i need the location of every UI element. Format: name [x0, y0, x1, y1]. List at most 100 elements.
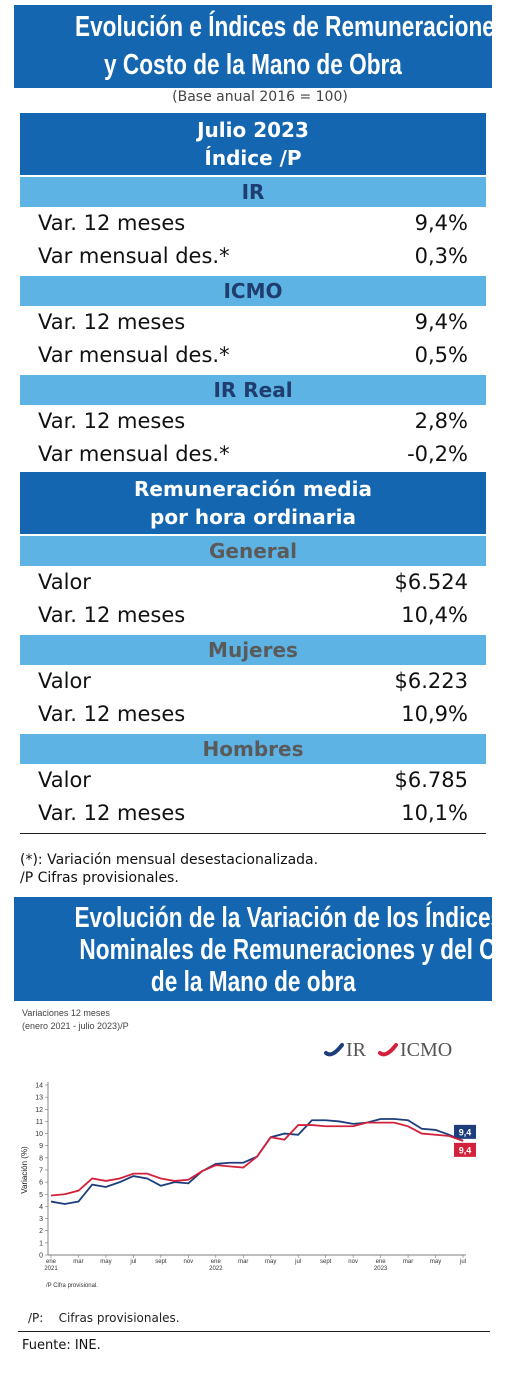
- row-value: 9,4%: [414, 310, 468, 334]
- section-label: IR: [20, 177, 486, 207]
- section: ICMO Var. 12 meses 9,4% Var mensual des.* 0,…: [20, 276, 486, 372]
- legend-swatch: [378, 1043, 398, 1057]
- chart-title: de la Mano de obra: [150, 966, 356, 998]
- table-row: Var. 12 meses 10,4%: [20, 599, 486, 632]
- y-tick-label: 10: [35, 1131, 43, 1138]
- y-tick-label: 14: [35, 1083, 43, 1090]
- table-row: Var mensual des.* 0,3%: [20, 240, 486, 273]
- subtitle: (Base anual 2016 = 100): [172, 89, 348, 105]
- section-label: Hombres: [20, 734, 486, 764]
- section-label: ICMO: [20, 276, 486, 306]
- wage-table: Remuneración media por hora ordinaria Gene…: [20, 472, 486, 834]
- row-value: -0,2%: [407, 442, 468, 466]
- row-label: Valor: [38, 768, 91, 792]
- table-row: Var. 12 meses 9,4%: [20, 207, 486, 240]
- heading-line: Índice /P: [204, 146, 302, 170]
- section-label: Mujeres: [20, 635, 486, 665]
- value-label: 9,4: [459, 1145, 472, 1155]
- x-tick-label: mar: [238, 1259, 249, 1265]
- chart-title: Nominales de Remuneraciones y del Costo: [79, 934, 520, 966]
- chart-small-note: /P Cifra provisional.: [46, 1283, 98, 1289]
- y-tick-label: 0: [39, 1253, 43, 1260]
- header: Evolución e Índices de Remuneraciones y …: [14, 5, 507, 88]
- x-tick-label: ene 2022: [209, 1259, 223, 1272]
- value-label-box: [454, 1142, 476, 1157]
- section-label: IR Real: [20, 375, 486, 405]
- x-tick-label: may: [100, 1259, 112, 1265]
- row-label: Valor: [38, 570, 91, 594]
- section: IR Real Var. 12 meses 2,8% Var mensual des.…: [20, 375, 486, 471]
- x-tick-label: jul: [295, 1259, 302, 1265]
- footnote: /P Cifras provisionales.: [20, 870, 179, 886]
- title-line: Evolución de la Variación de los Índices: [14, 902, 503, 934]
- y-tick-label: 9: [39, 1143, 43, 1150]
- y-axis-label: Variación (%): [20, 1146, 29, 1194]
- table-row: Var. 12 meses 9,4%: [20, 306, 486, 339]
- y-tick-label: 3: [39, 1216, 43, 1223]
- y-tick-label: 8: [39, 1155, 43, 1162]
- table-row: Var mensual des.* -0,2%: [20, 438, 486, 471]
- y-tick-label: 1: [39, 1240, 43, 1247]
- row-label: Var. 12 meses: [38, 409, 186, 433]
- x-labels: ene 2021 mar may jul sept nov ene 2022 mar may ju…: [0, 1005, 520, 1300]
- row-value: 0,5%: [414, 343, 468, 367]
- y-tick-label: 11: [36, 1119, 43, 1126]
- footnotes: (*): Variación mensual desestacionalizad…: [20, 851, 318, 887]
- value-label-box: [454, 1124, 476, 1139]
- table-row: Var mensual des.* 0,5%: [20, 339, 486, 372]
- row-label: Var. 12 meses: [38, 702, 186, 726]
- footnote: (*): Variación mensual desestacionalizad…: [20, 852, 319, 868]
- row-value: $6.524: [394, 570, 468, 594]
- y-tick-label: 4: [39, 1204, 43, 1211]
- y-tick-label: 7: [39, 1168, 43, 1175]
- x-tick-label: sept: [155, 1259, 167, 1265]
- row-value: 10,4%: [401, 603, 468, 627]
- x-tick-label: jul: [459, 1259, 466, 1265]
- x-tick-label: mar: [402, 1259, 414, 1265]
- table-row: Valor $6.524: [20, 566, 486, 599]
- table-heading: Remuneración media por hora ordinaria: [20, 472, 486, 534]
- section: General Valor $6.524 Var. 12 meses 10,4%: [20, 536, 486, 632]
- row-label: Var mensual des.*: [38, 244, 230, 268]
- legend-label: ICMO: [400, 1039, 452, 1061]
- row-value: 10,1%: [401, 801, 468, 825]
- title-line: de la Mano de obra: [14, 966, 492, 998]
- line: [50, 1121, 464, 1197]
- table-row: Valor $6.223: [20, 665, 486, 698]
- legend-swatch: [324, 1043, 344, 1057]
- table-row: Var. 12 meses 2,8%: [20, 405, 486, 438]
- x-tick-label: nov: [183, 1259, 194, 1265]
- row-value: $6.785: [394, 768, 468, 792]
- row-value: $6.223: [394, 669, 468, 693]
- row-label: Valor: [38, 669, 91, 693]
- x-tick-label: ene 2021: [44, 1259, 58, 1272]
- section: Mujeres Valor $6.223 Var. 12 meses 10,9%: [20, 635, 486, 731]
- row-label: Var. 12 meses: [38, 801, 186, 825]
- section: IR Var. 12 meses 9,4% Var mensual des.* 0,3%: [20, 177, 486, 273]
- row-value: 0,3%: [414, 244, 468, 268]
- title-line: Evolución e Índices de Remuneraciones: [14, 8, 507, 46]
- chart: Variaciones 12 meses (enero 2021 - julio …: [20, 1008, 476, 1289]
- x-tick-label: mar: [73, 1259, 84, 1265]
- row-value: 2,8%: [414, 409, 468, 433]
- x-tick-label: jul: [130, 1259, 137, 1265]
- heading-line: por hora ordinaria: [150, 505, 356, 529]
- chart-header: Evolución de la Variación de los Índices…: [14, 897, 520, 1001]
- table-row: Var. 12 meses 10,9%: [20, 698, 486, 731]
- row-label: Var. 12 meses: [38, 603, 186, 627]
- row-value: 9,4%: [414, 211, 468, 235]
- title-line: Nominales de Remuneraciones y del Costo: [14, 934, 520, 966]
- row-label: Var mensual des.*: [38, 343, 230, 367]
- source: Fuente: INE.: [22, 1338, 101, 1353]
- x-tick-label: may: [429, 1259, 442, 1265]
- x-tick-label: ene 2023: [373, 1259, 388, 1272]
- y-tick-label: 12: [35, 1107, 43, 1114]
- x-tick-label: nov: [348, 1259, 358, 1265]
- x-tick-label: may: [265, 1259, 277, 1265]
- value-label: 9,4: [459, 1127, 472, 1137]
- y-tick-label: 5: [39, 1192, 43, 1199]
- y-tick-label: 13: [35, 1095, 43, 1102]
- row-label: Var mensual des.*: [38, 442, 230, 466]
- divider: [18, 1331, 490, 1332]
